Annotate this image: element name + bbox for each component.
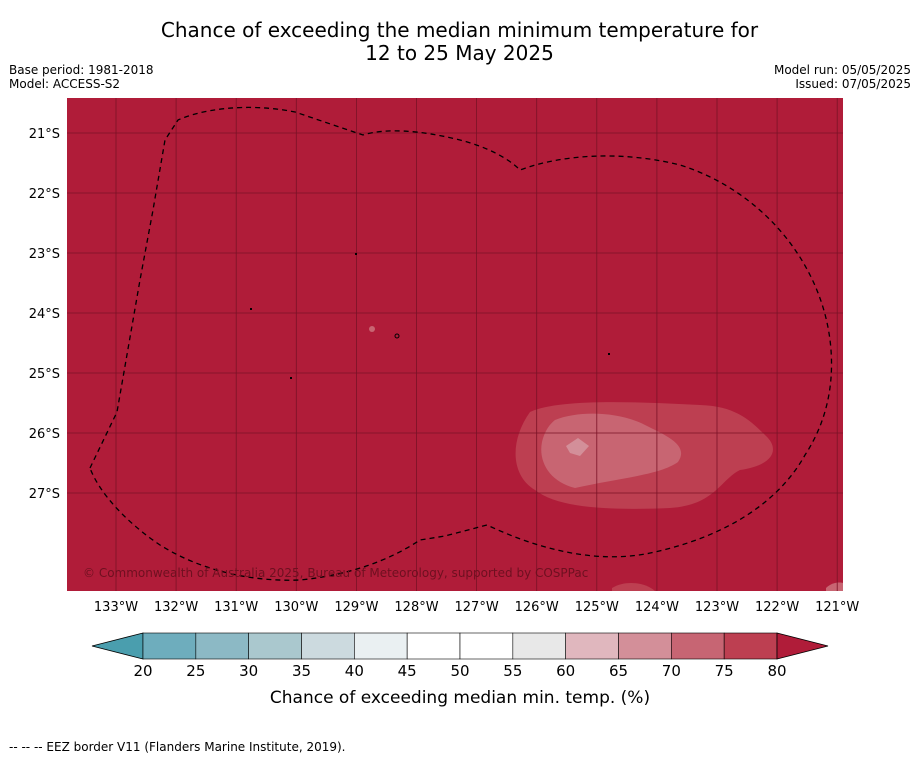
- longitude-label: 133°W: [94, 600, 138, 615]
- graticule: [67, 98, 843, 591]
- colorbar-high-extend: [776, 632, 829, 660]
- map-title-line-2: 12 to 25 May 2025: [365, 41, 554, 65]
- latitude-label: 27°S: [29, 487, 60, 502]
- colorbar-segment: [301, 632, 355, 660]
- colorbar-segment: [723, 632, 778, 660]
- longitude-label: 132°W: [154, 600, 198, 615]
- colorbar: [91, 632, 829, 660]
- latitude-label: 24°S: [29, 307, 60, 322]
- colorbar-tick-label: 80: [767, 662, 786, 680]
- longitude-label: 123°W: [695, 600, 739, 615]
- longitude-label: 128°W: [394, 600, 438, 615]
- colorbar-tick-label: 60: [556, 662, 575, 680]
- colorbar-tick-label: 35: [292, 662, 311, 680]
- model-run: Model run: 05/05/2025: [773, 63, 911, 77]
- colorbar-tick-labels: 20 25 30 35 40 45 50 55 60 65 70 75 80: [133, 662, 786, 680]
- eez-legend-note: -- -- -- EEZ border V11 (Flanders Marine…: [9, 740, 346, 754]
- latitude-labels: 21°S 22°S 23°S 24°S 25°S 26°S 27°S: [29, 127, 60, 502]
- colorbar-segment: [406, 632, 461, 660]
- longitude-labels: 133°W 132°W 131°W 130°W 129°W 128°W 127°W 126°W…: [94, 600, 860, 615]
- colorbar-tick-label: 25: [186, 662, 205, 680]
- model-name: Model: ACCESS-S2: [9, 77, 121, 91]
- colorbar-tick-label: 55: [503, 662, 522, 680]
- longitude-label: 127°W: [455, 600, 499, 615]
- colorbar-segment: [459, 632, 514, 660]
- colorbar-segment: [248, 632, 302, 660]
- longitude-label: 130°W: [274, 600, 318, 615]
- longitude-label: 126°W: [515, 600, 559, 615]
- latitude-label: 21°S: [29, 127, 60, 142]
- contour-60-65: [566, 438, 589, 456]
- colorbar-tick-label: 50: [450, 662, 469, 680]
- map-area: [67, 98, 843, 591]
- longitude-label: 131°W: [214, 600, 258, 615]
- colorbar-label: Chance of exceeding median min. temp. (%…: [270, 688, 650, 708]
- colorbar-tick-label: 30: [239, 662, 258, 680]
- colorbar-segment: [618, 632, 672, 660]
- colorbar-segment: [565, 632, 619, 660]
- colorbar-segment: [195, 632, 249, 660]
- colorbar-tick-label: 40: [345, 662, 364, 680]
- colorbar-segment: [142, 632, 197, 660]
- latitude-label: 26°S: [29, 427, 60, 442]
- longitude-label: 121°W: [815, 600, 859, 615]
- colorbar-tick-label: 45: [398, 662, 417, 680]
- colorbar-segment: [512, 632, 566, 660]
- map-copyright: © Commonwealth of Australia 2025, Bureau…: [83, 566, 588, 580]
- issued-date: Issued: 07/05/2025: [795, 77, 911, 91]
- islands: [250, 253, 610, 379]
- longitude-label: 129°W: [334, 600, 378, 615]
- eez-border: [89, 106, 833, 581]
- latitude-label: 25°S: [29, 367, 60, 382]
- colorbar-segment: [354, 632, 408, 660]
- meta-right: Model run: 05/05/2025 Issued: 07/05/2025: [774, 63, 911, 91]
- meta-left: Base period: 1981-2018 Model: ACCESS-S2: [9, 63, 154, 91]
- colorbar-segment: [671, 632, 725, 660]
- map-figure: © Commonwealth of Australia 2025, Bureau…: [29, 98, 860, 708]
- colorbar-tick-label: 65: [609, 662, 628, 680]
- colorbar-tick-label: 70: [662, 662, 681, 680]
- colorbar-tick-label: 75: [715, 662, 734, 680]
- contour-dot: [369, 326, 375, 332]
- map-title-line-1: Chance of exceeding the median minimum t…: [160, 18, 759, 42]
- forecast-contours: [369, 326, 843, 591]
- longitude-label: 122°W: [755, 600, 799, 615]
- longitude-label: 124°W: [635, 600, 679, 615]
- longitude-label: 125°W: [575, 600, 619, 615]
- contour-65-70: [541, 413, 682, 488]
- contour-small-1: [612, 582, 655, 591]
- contour-small-2: [826, 582, 843, 591]
- colorbar-low-extend: [91, 632, 144, 660]
- latitude-label: 23°S: [29, 247, 60, 262]
- colorbar-tick-label: 20: [133, 662, 152, 680]
- base-period: Base period: 1981-2018: [9, 63, 154, 77]
- latitude-label: 22°S: [29, 187, 60, 202]
